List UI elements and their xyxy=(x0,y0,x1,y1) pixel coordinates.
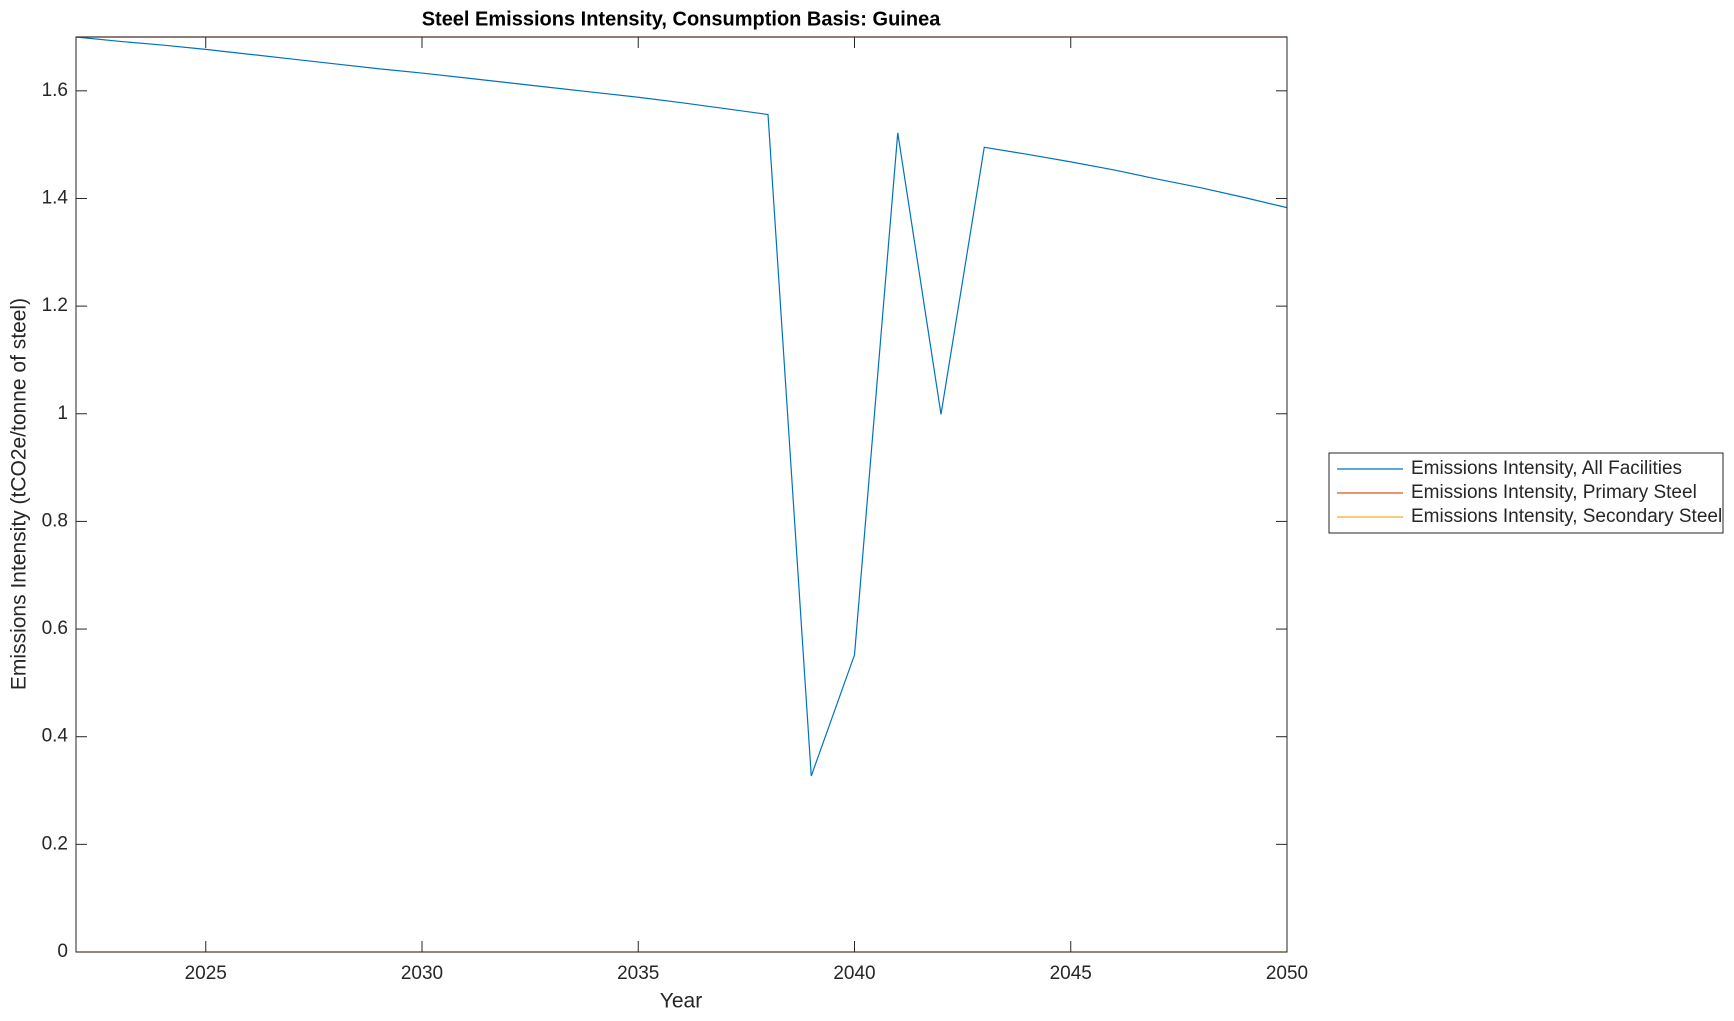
legend-label: Emissions Intensity, All Facilities xyxy=(1411,458,1682,479)
x-tick-label: 2050 xyxy=(1266,963,1308,984)
x-tick-label: 2025 xyxy=(185,963,227,984)
x-tick-label: 2045 xyxy=(1050,963,1092,984)
legend-label: Emissions Intensity, Secondary Steel xyxy=(1411,506,1722,527)
y-tick-label: 1 xyxy=(57,403,68,424)
series-line xyxy=(75,36,1288,777)
y-tick-label: 1.2 xyxy=(42,295,68,316)
y-tick-label: 0 xyxy=(57,941,68,962)
y-axis-label: Emissions Intensity (tCO2e/tonne of stee… xyxy=(8,298,31,690)
x-axis-label: Year xyxy=(660,990,702,1013)
x-tick-label: 2030 xyxy=(401,963,443,984)
y-tick-label: 0.6 xyxy=(42,618,68,639)
chart-title: Steel Emissions Intensity, Consumption B… xyxy=(422,8,942,30)
x-tick-label: 2040 xyxy=(833,963,875,984)
y-tick-label: 0.2 xyxy=(42,833,68,854)
plot-frame xyxy=(75,36,1288,953)
x-tick-label: 2035 xyxy=(617,963,659,984)
y-tick-label: 1.6 xyxy=(42,80,68,101)
y-tick-label: 0.8 xyxy=(42,510,68,531)
y-tick-label: 1.4 xyxy=(42,187,69,208)
legend-label: Emissions Intensity, Primary Steel xyxy=(1411,482,1697,503)
y-tick-label: 0.4 xyxy=(42,726,69,747)
